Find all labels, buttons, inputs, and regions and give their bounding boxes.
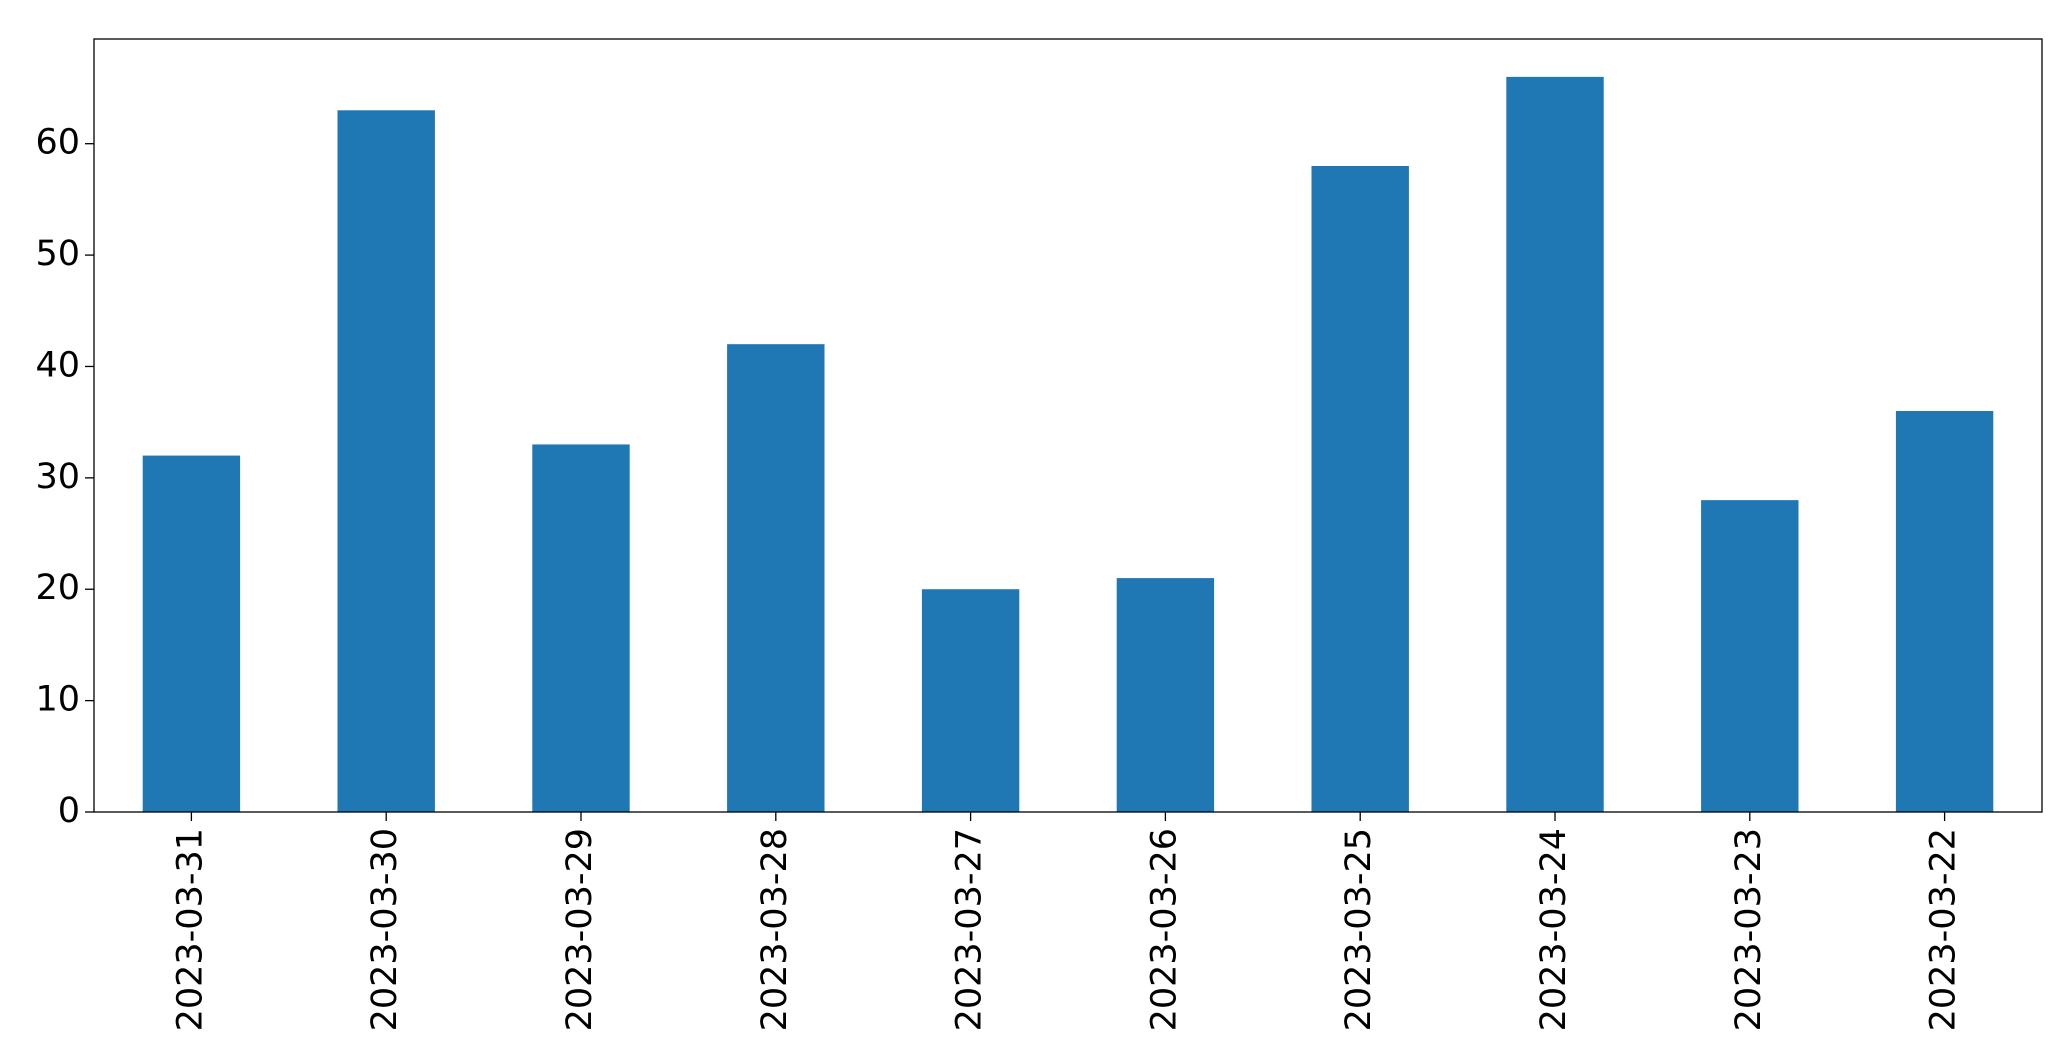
y-tick-label: 20 — [35, 568, 80, 608]
bar — [532, 444, 630, 812]
bar — [142, 455, 241, 812]
x-tick-label: 2023-03-23 — [1729, 828, 1769, 1031]
y-tick-label: 40 — [35, 345, 80, 385]
y-tick-label: 60 — [35, 123, 80, 163]
y-tick-label: 50 — [35, 234, 80, 274]
plot-frame — [93, 38, 2043, 813]
x-tick-label: 2023-03-24 — [1534, 828, 1574, 1031]
bar — [1895, 411, 1994, 812]
bar — [337, 110, 435, 813]
x-tick-label: 2023-03-28 — [755, 828, 795, 1031]
y-tick-label: 10 — [35, 680, 80, 720]
bar — [1701, 500, 1799, 812]
x-tick-label: 2023-03-22 — [1924, 828, 1964, 1031]
x-tick-label: 2023-03-30 — [365, 828, 405, 1031]
x-tick-label: 2023-03-31 — [170, 828, 210, 1031]
x-tick-label: 2023-03-25 — [1339, 828, 1379, 1031]
y-tick-label: 0 — [58, 791, 80, 831]
bar — [1311, 165, 1409, 813]
bar — [1506, 76, 1604, 813]
x-tick-label: 2023-03-29 — [560, 828, 600, 1031]
y-tick-label: 30 — [35, 457, 80, 497]
bar — [921, 589, 1020, 812]
bar — [727, 344, 825, 812]
x-tick-label: 2023-03-27 — [950, 828, 990, 1031]
bar — [1116, 578, 1215, 812]
x-tick-label: 2023-03-26 — [1144, 828, 1184, 1031]
